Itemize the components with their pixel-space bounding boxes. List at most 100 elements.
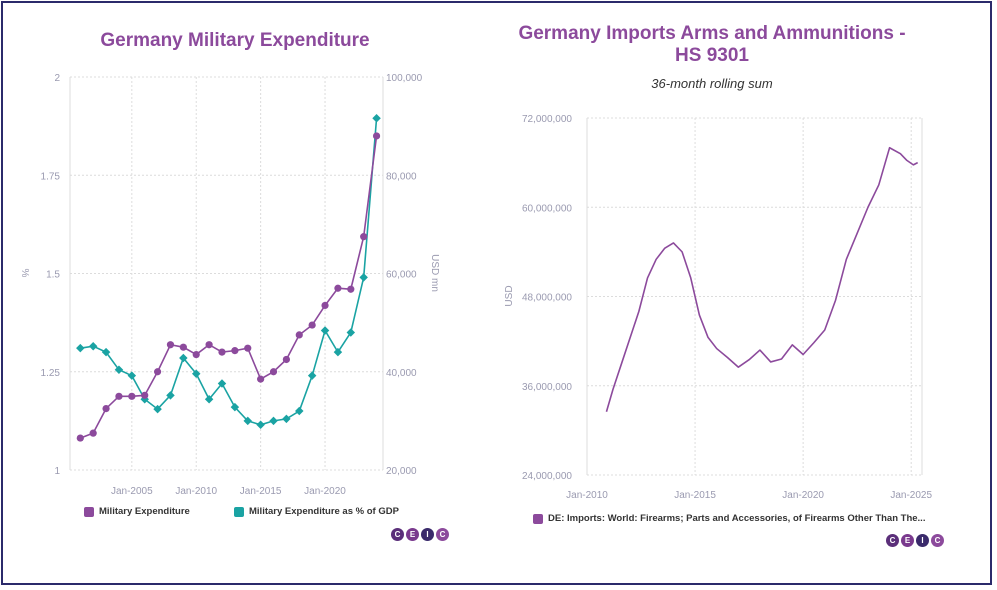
data-point-expenditure — [321, 301, 329, 310]
data-point-expenditure — [347, 285, 355, 293]
chart2-xtick: Jan-2020 — [782, 490, 824, 501]
data-point-expenditure — [89, 429, 97, 437]
chart2-legend-series: DE: Imports: World: Firearms; Parts and … — [533, 513, 925, 524]
data-point-gdp-share — [269, 416, 278, 426]
data-point-expenditure — [308, 321, 316, 329]
chart1-ytick-left: 2 — [54, 73, 60, 84]
data-point-expenditure — [153, 368, 162, 376]
logo-letter: I — [421, 528, 434, 541]
data-point-gdp-share — [320, 326, 330, 335]
data-point-gdp-share — [217, 379, 227, 388]
data-point-expenditure — [166, 341, 175, 349]
data-point-gdp-share — [307, 371, 317, 380]
data-point-expenditure — [115, 392, 123, 400]
chart1-ytick-left: 1.75 — [41, 171, 61, 182]
chart1-ytick-left: 1 — [54, 466, 60, 477]
chart2-ytick: 36,000,000 — [522, 382, 572, 393]
chart2-xtick: Jan-2015 — [674, 490, 716, 501]
series-line-expenditure — [80, 135, 378, 439]
logo-letter: C — [931, 534, 944, 547]
logo-letter: E — [406, 528, 419, 541]
data-point-gdp-share — [76, 343, 85, 353]
data-point-gdp-share — [88, 341, 98, 351]
data-point-expenditure — [269, 368, 278, 376]
chart1-xtick: Jan-2005 — [111, 486, 153, 497]
data-point-expenditure — [141, 391, 149, 399]
data-point-expenditure — [231, 347, 239, 355]
data-point-gdp-share — [230, 402, 240, 412]
data-point-gdp-share — [333, 347, 343, 357]
chart1-ytick-right: 80,000 — [386, 171, 417, 182]
logo-letter: C — [436, 528, 449, 541]
chart1-xtick: Jan-2020 — [304, 486, 346, 497]
data-point-expenditure — [295, 331, 303, 339]
data-point-gdp-share — [256, 420, 265, 430]
chart2-ytick: 72,000,000 — [522, 114, 572, 125]
data-point-gdp-share — [295, 406, 304, 416]
chart2-ytick: 60,000,000 — [522, 203, 572, 214]
chart1-ytick-right: 60,000 — [386, 270, 417, 281]
ceic-logo: C E I C — [886, 534, 944, 547]
data-point-expenditure — [257, 375, 265, 383]
data-point-expenditure — [218, 348, 226, 356]
chart1-xtick: Jan-2010 — [175, 486, 217, 497]
legend-label-imports: DE: Imports: World: Firearms; Parts and … — [548, 513, 926, 524]
data-point-expenditure — [179, 343, 187, 351]
data-point-gdp-share — [114, 365, 124, 375]
chart1-ytick-left: 1.5 — [46, 270, 60, 281]
data-point-gdp-share — [204, 395, 214, 404]
data-point-expenditure — [372, 132, 381, 140]
legend-label-expenditure: Military Expenditure — [99, 506, 190, 517]
legend-swatch-imports — [533, 513, 543, 524]
chart2-title: Germany Imports Arms and Ammunitions - H… — [518, 23, 906, 66]
data-point-gdp-share — [191, 369, 201, 378]
logo-letter: I — [916, 534, 929, 547]
chart2-ytick: 48,000,000 — [522, 293, 572, 304]
legend-label-gdp-share: Military Expenditure as % of GDP — [249, 506, 399, 517]
legend-swatch-gdp-share — [234, 506, 244, 517]
chart1-ytick-right: 20,000 — [386, 466, 417, 477]
chart1-ylabel-left: % — [19, 269, 30, 278]
chart2-xtick: Jan-2025 — [890, 490, 932, 501]
data-point-gdp-share — [346, 328, 356, 337]
logo-letter: E — [901, 534, 914, 547]
chart1-xtick: Jan-2015 — [240, 486, 282, 497]
series-line-gdp-share — [80, 118, 378, 426]
chart1-title: Germany Military Expenditure — [100, 30, 370, 51]
data-point-gdp-share — [166, 391, 175, 400]
data-point-gdp-share — [127, 371, 137, 380]
data-point-gdp-share — [153, 404, 162, 414]
series-line-imports — [605, 146, 919, 413]
chart2-ytick: 24,000,000 — [522, 471, 572, 482]
data-point-expenditure — [360, 233, 368, 241]
logo-letter: C — [391, 528, 404, 541]
data-point-expenditure — [334, 284, 342, 292]
data-point-gdp-share — [372, 114, 381, 123]
data-point-expenditure — [76, 434, 84, 442]
data-point-gdp-share — [282, 414, 291, 424]
data-point-gdp-share — [359, 273, 368, 282]
data-point-expenditure — [244, 344, 252, 352]
chart2-ylabel: USD — [504, 285, 515, 306]
data-point-gdp-share — [243, 416, 252, 426]
ceic-logo: C E I C — [391, 528, 449, 541]
logo-letter: C — [886, 534, 899, 547]
chart1-legend-expenditure: Military Expenditure — [84, 506, 190, 517]
chart2-xtick: Jan-2010 — [566, 490, 608, 501]
data-point-gdp-share — [179, 353, 188, 363]
chart1-ytick-right: 100,000 — [386, 73, 423, 84]
data-point-expenditure — [205, 341, 213, 349]
chart1-ylabel-right: USD mn — [429, 254, 440, 292]
data-point-gdp-share — [101, 347, 111, 357]
chart1-ytick-right: 40,000 — [386, 368, 417, 379]
legend-swatch-expenditure — [84, 506, 94, 517]
data-point-expenditure — [128, 392, 136, 400]
chart1-ytick-left: 1.25 — [41, 368, 61, 379]
chart2-subtitle: 36-month rolling sum — [651, 76, 773, 91]
data-point-expenditure — [192, 350, 200, 359]
data-point-expenditure — [102, 404, 110, 413]
data-point-expenditure — [282, 355, 290, 364]
chart1-legend-gdp-share: Military Expenditure as % of GDP — [234, 506, 399, 517]
